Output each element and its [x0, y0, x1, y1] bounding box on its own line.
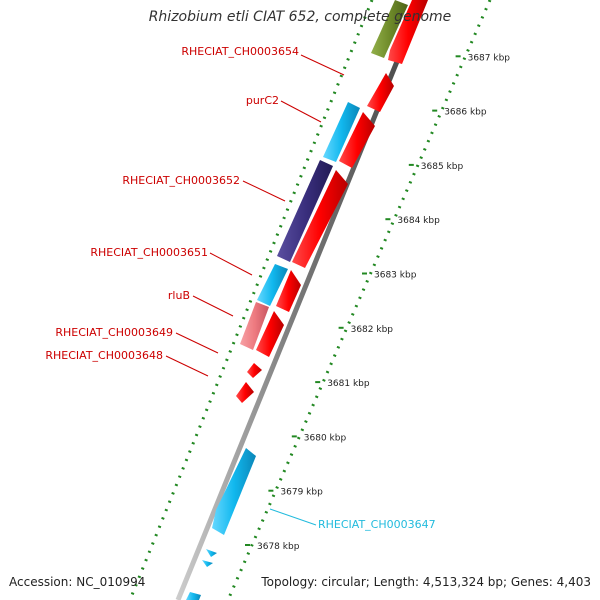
- label-leader-lines: [165, 54, 345, 526]
- genes-count: 4,403: [556, 575, 591, 589]
- tick-label: 3679 kbp: [280, 488, 323, 498]
- tick-label: 3687 kbp: [468, 53, 511, 63]
- tick-label: 3684 kbp: [397, 216, 440, 226]
- topology-label: Topology:: [261, 575, 322, 589]
- tick-label: 3678 kbp: [257, 542, 300, 552]
- genome-stats: Topology: circular; Length: 4,513,324 bp…: [261, 575, 591, 589]
- gene-label-purC2[interactable]: purC2: [246, 94, 279, 107]
- tick-label: 3681 kbp: [327, 379, 370, 389]
- gene-red-3[interactable]: [339, 112, 375, 168]
- gene-red-4[interactable]: [292, 170, 348, 268]
- gene-cyan-purC2[interactable]: [323, 102, 360, 162]
- length-label: ; Length:: [365, 575, 423, 589]
- tick-label: 3682 kbp: [351, 325, 394, 335]
- gene-pink-rluB[interactable]: [240, 302, 269, 350]
- gene-red-small-1[interactable]: [247, 363, 262, 378]
- gene-red-top[interactable]: [388, 0, 428, 64]
- gene-label-RHECIAT_CH0003652[interactable]: RHECIAT_CH0003652: [122, 174, 240, 187]
- tick-label: 3685 kbp: [421, 162, 464, 172]
- accession-label: Accession:: [9, 575, 77, 589]
- gene-olive-block[interactable]: [371, 0, 408, 58]
- gene-label-RHECIAT_CH0003649[interactable]: RHECIAT_CH0003649: [55, 326, 173, 339]
- leader-RHECIAT_CH0003652: [242, 180, 286, 202]
- map-title: Rhizobium etli CIAT 652, complete genome: [148, 9, 452, 25]
- leader-RHECIAT_CH0003647: [269, 508, 317, 526]
- forward-strand-genes: [236, 0, 428, 403]
- genes-label: ; Genes:: [503, 575, 557, 589]
- gene-cyan-RHECIAT_CH0003647[interactable]: [212, 448, 256, 535]
- gene-red-5[interactable]: [276, 270, 301, 312]
- accession-value: NC_010994: [76, 575, 146, 589]
- topology-value: circular: [321, 575, 366, 589]
- gene-label-RHECIAT_CH0003648[interactable]: RHECIAT_CH0003648: [45, 349, 163, 362]
- tick-label: 3683 kbp: [374, 271, 417, 281]
- gene-cyan-small-1[interactable]: [206, 549, 217, 557]
- gene-cyan-RHECIAT_CH0003651[interactable]: [257, 264, 288, 306]
- leader-RHECIAT_CH0003654: [300, 54, 345, 76]
- tick-label: 3686 kbp: [444, 108, 487, 118]
- accession-info: Accession: NC_010994: [9, 575, 145, 589]
- gene-red-2[interactable]: [367, 73, 394, 112]
- gc-dotted-track-inner: [128, 0, 374, 600]
- leader-RHECIAT_CH0003649: [175, 332, 219, 354]
- gene-purple-RHECIAT_CH0003652[interactable]: [277, 160, 333, 262]
- gene-red-small-2[interactable]: [236, 382, 254, 403]
- reverse-strand-genes: [186, 0, 408, 600]
- leader-RHECIAT_CH0003648: [165, 355, 209, 377]
- gene-cyan-small-2[interactable]: [202, 560, 213, 567]
- tick-label: 3680 kbp: [304, 433, 347, 443]
- gene-label-RHECIAT_CH0003647[interactable]: RHECIAT_CH0003647: [318, 518, 436, 531]
- leader-RHECIAT_CH0003651: [209, 252, 253, 276]
- length-value: 4,513,324 bp: [422, 575, 503, 589]
- leader-rluB: [192, 295, 234, 317]
- gene-labels: RHECIAT_CH0003654 purC2 RHECIAT_CH000365…: [45, 45, 435, 531]
- gene-label-rluB[interactable]: rluB: [168, 289, 190, 302]
- gene-label-RHECIAT_CH0003654[interactable]: RHECIAT_CH0003654: [181, 45, 299, 58]
- tick-labels: 3678 kbp 3679 kbp 3680 kbp 3681 kbp 3682 kbp…: [245, 53, 510, 552]
- gc-dotted-track-outer: [226, 0, 492, 600]
- gene-red-6[interactable]: [256, 311, 284, 357]
- gene-label-RHECIAT_CH0003651[interactable]: RHECIAT_CH0003651: [90, 246, 208, 259]
- leader-purC2: [280, 100, 322, 123]
- gene-cyan-bottom[interactable]: [186, 592, 201, 600]
